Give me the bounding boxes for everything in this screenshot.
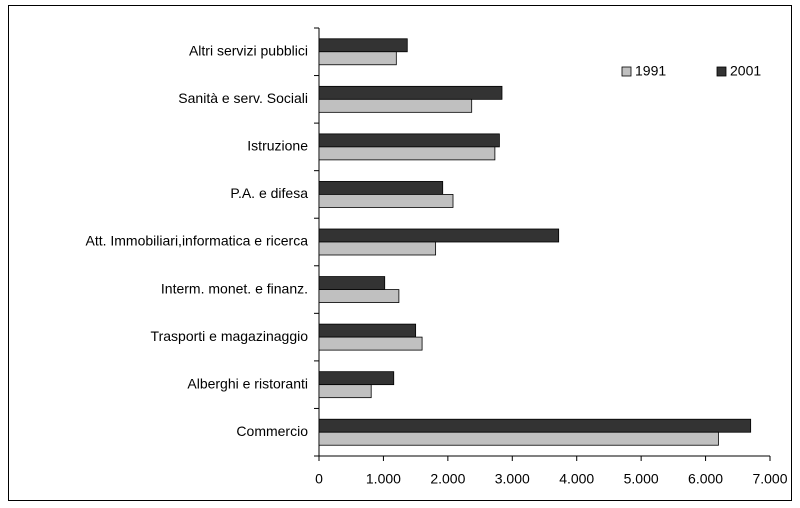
y-tick-label: Alberghi e ristoranti [187, 375, 308, 391]
bar [318, 431, 719, 446]
y-tick-label: Trasporti e magazinaggio [151, 328, 309, 344]
y-tick-label: Altri servizi pubblici [189, 42, 308, 58]
bar [318, 146, 496, 161]
x-tick-label: 5.000 [624, 471, 659, 487]
bar [318, 133, 500, 148]
bar [318, 336, 423, 351]
y-tick-label: Interm. monet. e finanz. [161, 280, 308, 296]
x-tick-label: 4.000 [559, 471, 594, 487]
bar [318, 323, 417, 338]
bar [318, 371, 395, 386]
bar [318, 85, 503, 100]
x-tick-label: 7.000 [752, 471, 787, 487]
y-tick-label: P.A. e difesa [230, 185, 308, 201]
bar [318, 194, 454, 208]
x-tick-label: 1.000 [366, 471, 401, 487]
x-tick-label: 3.000 [495, 471, 530, 487]
bar [318, 181, 444, 195]
legend-swatch [621, 66, 632, 77]
y-tick-label: Att. Immobiliari,informatica e ricerca [85, 233, 308, 249]
bar [318, 241, 437, 256]
bar [318, 418, 752, 433]
bar [318, 98, 473, 113]
bar [318, 384, 372, 399]
bar [318, 38, 408, 53]
y-tick-label: Istruzione [247, 138, 308, 154]
x-tick-label: 6.000 [688, 471, 723, 487]
legend-label: 2001 [730, 63, 761, 79]
x-tick-label: 2.000 [430, 471, 465, 487]
bar [318, 228, 560, 243]
y-tick-label: Commercio [236, 423, 308, 439]
bar [318, 276, 386, 290]
x-tick-label: 0 [315, 471, 323, 487]
y-tick-label: Sanità e serv. Sociali [178, 90, 308, 106]
bar [318, 289, 400, 303]
legend-label: 1991 [635, 63, 666, 79]
bar [318, 51, 397, 66]
legend-swatch [716, 66, 727, 77]
